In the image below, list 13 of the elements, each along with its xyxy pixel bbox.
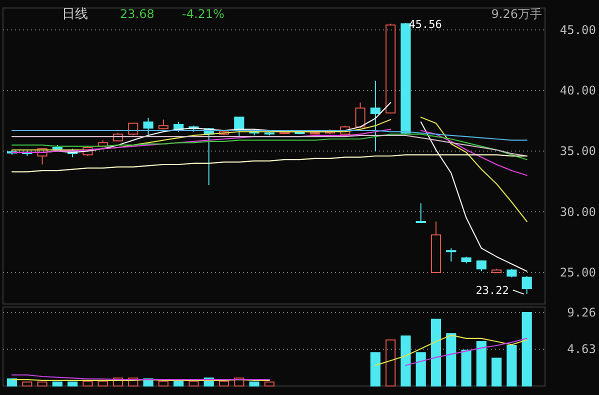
annotation: -4.21% xyxy=(182,7,224,21)
y-tick-label: 30.00 xyxy=(560,204,596,219)
annotation: 9.26万手 xyxy=(491,7,542,21)
y-tick-label: 9.26 xyxy=(567,305,596,320)
y-tick-label: 4.63 xyxy=(567,342,596,356)
chart-title: 日线 xyxy=(62,7,88,22)
y-tick-label: 35.00 xyxy=(560,144,596,158)
annotation: 23.22 xyxy=(476,284,509,298)
y-tick-label: 40.00 xyxy=(560,83,596,98)
y-tick-label: 45.00 xyxy=(560,22,596,37)
annotation: 45.56 xyxy=(408,18,442,32)
y-tick-label: 25.00 xyxy=(560,265,596,280)
annotation: 23.68 xyxy=(120,7,154,21)
